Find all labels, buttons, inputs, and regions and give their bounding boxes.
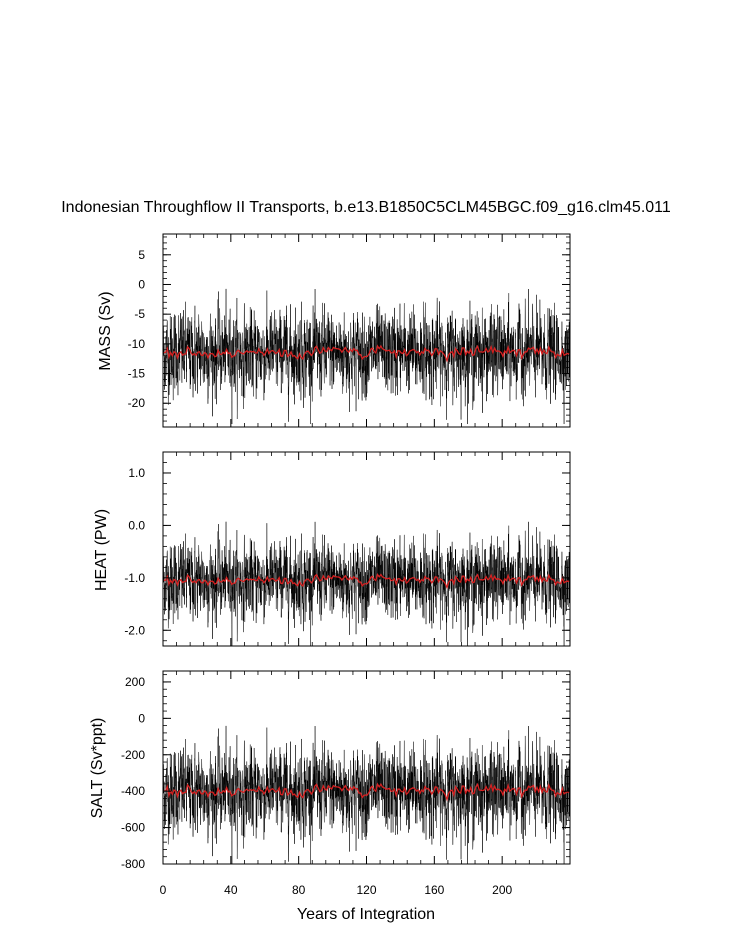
ylabel-salt: SALT (Sv*ppt) [89,718,106,819]
xtick-label-1: 40 [224,883,238,897]
ylabel-heat: HEAT (PW) [93,509,110,591]
ylabel-mass: MASS (Sv) [97,291,114,370]
ytick-label-mass-3: -10 [128,337,146,351]
xtick-label-3: 120 [356,883,376,897]
panel-heat: 1.0 0.0 -1.0 -2.0 HEAT (PW) [93,451,571,647]
panel-salt: 200 0 -200 -400 -600 -800 0 40 80 120 160 200 SALT … [89,670,571,897]
ytick-label-heat-1: 0.0 [128,518,145,532]
ytick-label-salt-3: -400 [121,784,145,798]
ytick-label-mass-2: -5 [134,307,145,321]
series-annual-heat [163,573,570,590]
series-monthly-salt [162,725,571,865]
ytick-label-salt-2: -200 [121,748,145,762]
panel-mass: 5 0 -5 -10 -15 -20 MASS (Sv) [97,233,571,428]
ytick-label-salt-5: -800 [121,857,145,871]
series-annual-mass [163,344,570,363]
ytick-label-heat-2: -1.0 [124,571,145,585]
series-monthly-heat [162,521,571,647]
ytick-label-mass-4: -15 [128,367,146,381]
xtick-label-4: 160 [424,883,444,897]
xtick-label-2: 80 [292,883,306,897]
ytick-label-heat-3: -2.0 [124,623,145,637]
series-annual-salt [163,782,570,802]
series-monthly-mass [162,288,571,425]
ytick-label-mass-1: 0 [138,277,145,291]
xtick-label-5: 200 [492,883,512,897]
ytick-label-heat-0: 1.0 [128,466,145,480]
chart-title: Indonesian Throughflow II Transports, b.… [61,199,671,216]
ytick-label-salt-0: 200 [125,675,145,689]
ytick-label-mass-5: -20 [128,396,146,410]
x-axis-label: Years of Integration [297,906,435,923]
ytick-label-salt-1: 0 [138,711,145,725]
ytick-label-salt-4: -600 [121,821,145,835]
xtick-label-0: 0 [160,883,167,897]
ytick-label-mass-0: 5 [138,248,145,262]
